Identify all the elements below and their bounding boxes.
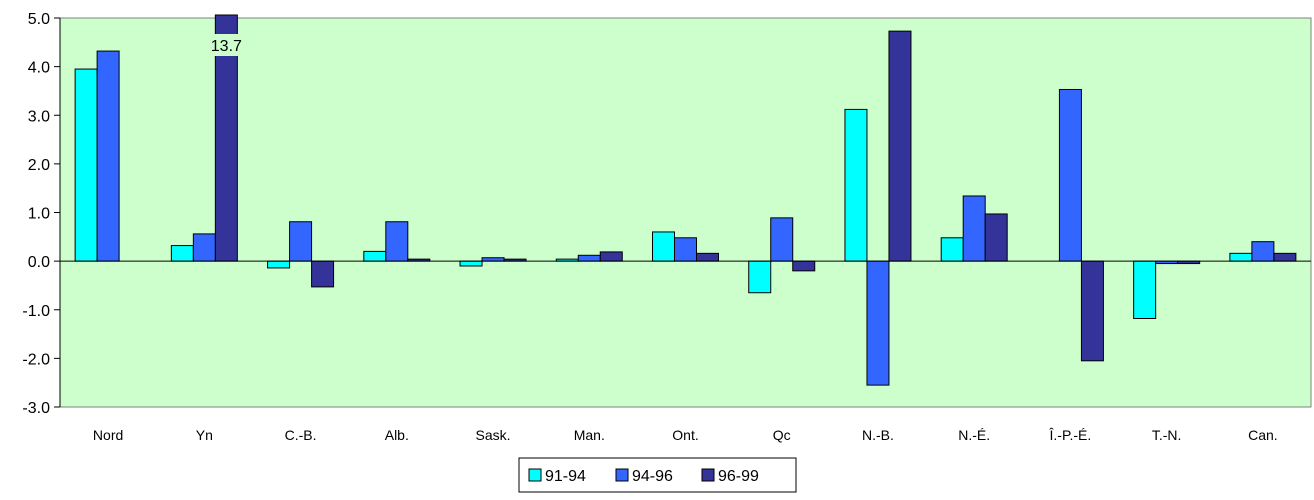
bar-91-94-N.-B. bbox=[844, 108, 868, 262]
legend: 91-94 94-96 96-99 bbox=[518, 457, 797, 493]
bar-94-96-Man. bbox=[577, 254, 601, 262]
x-tick-label: Yn bbox=[196, 427, 213, 443]
x-tick-label: T.-N. bbox=[1152, 427, 1182, 443]
bar-91-94-Nord bbox=[74, 68, 98, 262]
x-axis-labels: Nord Yn C.-B. Alb. Sask. Man. Ont. Qc N.-B. N.-É.… bbox=[93, 427, 1278, 443]
bar-91-94-N.-É. bbox=[940, 237, 964, 262]
bar-91-94-C.-B. bbox=[267, 260, 291, 269]
bar-91-94-Sask. bbox=[459, 260, 483, 267]
y-tick-label: 0.0 bbox=[28, 254, 50, 271]
bar-96-99-Man. bbox=[599, 251, 623, 262]
legend-swatch-94-96 bbox=[615, 468, 629, 482]
x-tick-label: Can. bbox=[1248, 427, 1278, 443]
x-tick-label: N.-B. bbox=[862, 427, 894, 443]
x-tick-label: C.-B. bbox=[285, 427, 317, 443]
bar-94-96-Nord bbox=[96, 50, 120, 262]
bar-96-99-Can. bbox=[1273, 252, 1297, 262]
y-tick-label: 2.0 bbox=[28, 157, 50, 174]
bar-94-96-Can. bbox=[1251, 241, 1275, 262]
bar-91-94-Can. bbox=[1229, 252, 1253, 262]
bar-94-96-Sask. bbox=[481, 257, 505, 262]
bar-91-94-Qc bbox=[748, 260, 772, 294]
bar-94-96-Î.-P.-É. bbox=[1058, 88, 1082, 262]
y-tick-label: -2.0 bbox=[22, 351, 50, 368]
bar-94-96-Qc bbox=[770, 217, 794, 262]
bar-96-99-Ont. bbox=[696, 252, 719, 262]
bar-94-96-Yn bbox=[192, 233, 216, 262]
x-tick-label: Nord bbox=[93, 427, 123, 443]
bar-94-96-C.-B. bbox=[289, 221, 313, 262]
x-tick-label: Alb. bbox=[385, 427, 409, 443]
bar-94-96-Ont. bbox=[674, 237, 697, 262]
y-tick-label: 1.0 bbox=[28, 206, 50, 223]
bar-91-94-T.-N. bbox=[1133, 260, 1157, 320]
legend-box bbox=[518, 457, 797, 493]
x-tick-label: Qc bbox=[773, 427, 791, 443]
bar-94-96-N.-B. bbox=[866, 260, 890, 386]
y-tick-label: 3.0 bbox=[28, 108, 50, 125]
bars-group bbox=[74, 14, 1297, 386]
x-tick-label: Ont. bbox=[672, 427, 698, 443]
bar-96-99-Î.-P.-É. bbox=[1080, 260, 1104, 362]
x-tick-label: N.-É. bbox=[958, 427, 990, 443]
legend-label-94-96: 94-96 bbox=[632, 468, 673, 485]
bar-91-94-Ont. bbox=[652, 231, 675, 262]
y-tick-label: 4.0 bbox=[28, 60, 50, 77]
x-tick-label: Î.-P.-É. bbox=[1049, 427, 1092, 443]
bar-96-99-C.-B. bbox=[311, 260, 335, 288]
bar-96-99-N.-B. bbox=[888, 30, 912, 262]
legend-swatch-96-99 bbox=[701, 468, 715, 482]
annotations-group: 13.7 bbox=[201, 34, 252, 56]
bar-96-99-Qc bbox=[792, 260, 816, 272]
x-tick-label: Man. bbox=[574, 427, 605, 443]
x-tick-label: Sask. bbox=[476, 427, 511, 443]
y-tick-label: 5.0 bbox=[28, 11, 50, 28]
legend-label-96-99: 96-99 bbox=[718, 468, 759, 485]
bar-91-94-Alb. bbox=[363, 250, 387, 262]
y-tick-label: -1.0 bbox=[22, 303, 50, 320]
legend-swatch-91-94 bbox=[528, 468, 542, 482]
legend-label-91-94: 91-94 bbox=[545, 468, 586, 485]
bar-94-96-Alb. bbox=[385, 221, 409, 262]
plot-area bbox=[59, 17, 1312, 408]
bar-94-96-N.-É. bbox=[962, 195, 986, 262]
y-tick-label: -3.0 bbox=[22, 400, 50, 417]
bar-91-94-Yn bbox=[170, 245, 194, 262]
bar-96-99-N.-É. bbox=[984, 213, 1008, 262]
y-axis: 5.0 4.0 3.0 2.0 1.0 0.0 -1.0 -2.0 -3.0 bbox=[22, 11, 61, 417]
data-label-background bbox=[201, 34, 252, 56]
data-label: 13.7 bbox=[211, 38, 242, 55]
